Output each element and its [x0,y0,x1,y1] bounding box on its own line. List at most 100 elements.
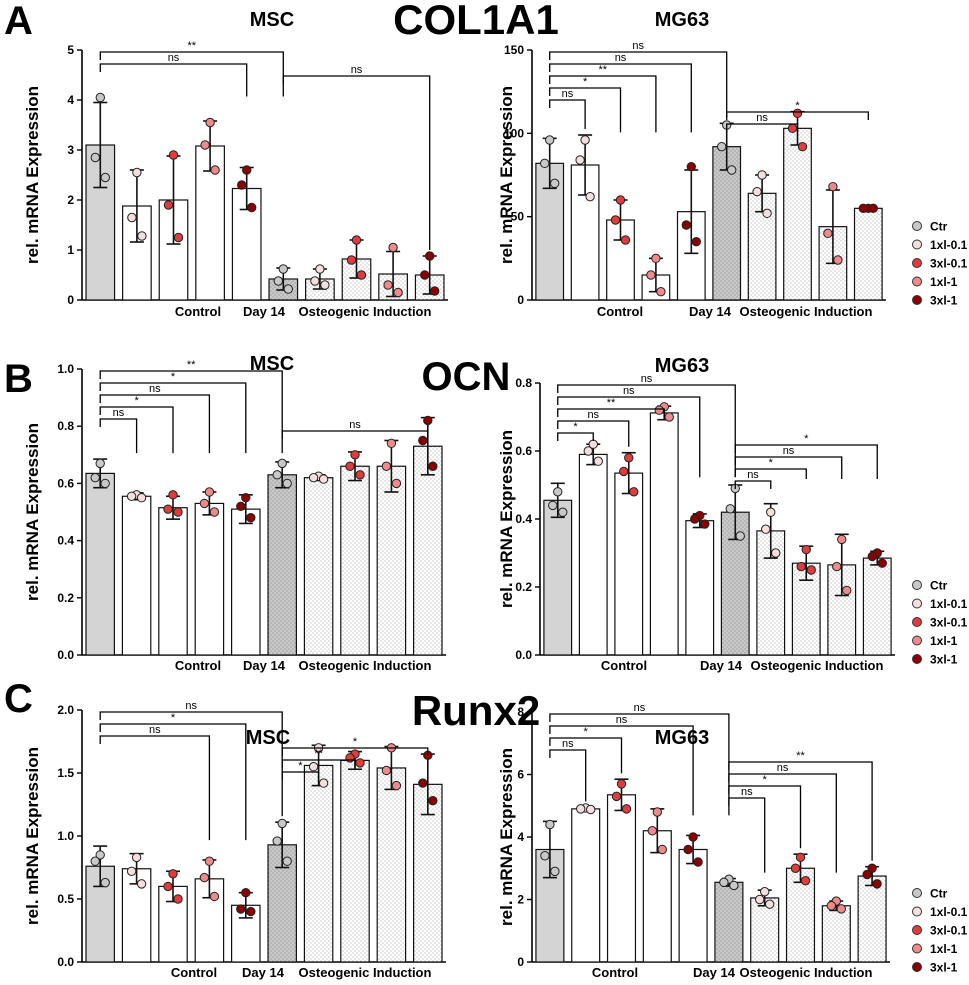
significance-bracket [549,749,587,802]
legend-label: 3xl-0.1 [930,924,968,938]
y-tick-label: 0 [517,293,524,307]
y-axis-label: rel. mRNA Expression [23,423,42,601]
legends-layer: Ctr 1xl-0.1 3xl-0.1 1xl-1 3xl-1 Ctr 1xl-0.1 3xl… [912,220,968,975]
legend-swatch [912,888,922,898]
group-label: Osteogenic Induction [740,965,873,980]
y-tick-label: 8 [517,705,524,719]
data-point [867,863,877,873]
data-point [345,753,355,763]
chart-col1a1-msc: MSC 0 1 2 3 4 5 rel. mRNA Expression ** ns ns Contr… [23,9,448,319]
data-point [795,852,806,863]
data-point [283,284,293,294]
data-point [610,215,621,225]
legend-swatch [912,239,922,250]
data-point [355,470,365,480]
significance-label: * [171,712,176,724]
data-point [576,804,586,814]
y-tick-label: 2 [517,893,524,907]
group-label: Control [597,304,643,319]
data-point [428,461,438,471]
data-point [683,844,693,855]
data-point [693,857,703,867]
significance-label: ns [615,52,627,64]
data-point [163,504,173,514]
data-point [388,242,398,253]
y-tick-label: 0.0 [57,648,74,662]
data-point [771,548,781,558]
y-tick-label: 0.0 [57,955,74,969]
data-point [681,220,691,230]
data-point [351,235,362,245]
data-point [420,270,430,280]
bar [376,465,407,656]
data-point [383,280,393,290]
legend-label: 1xl-1 [930,275,958,289]
data-point [688,832,698,842]
significance-label: ns [113,407,125,419]
data-point [126,866,137,876]
data-point [425,251,435,261]
data-point [550,866,560,877]
data-point [657,844,667,855]
data-point [621,804,632,814]
legend-swatch [912,943,922,954]
legend-swatch [912,580,922,590]
y-axis-label: rel. mRNA Expression [497,748,516,926]
data-point [100,172,111,183]
data-point [100,478,110,489]
data-point [200,140,210,150]
bar [862,557,892,656]
data-point [90,472,100,483]
data-point [318,474,329,484]
data-point [735,531,745,541]
data-point [418,435,428,446]
significance-label: ns [616,714,628,726]
data-point [346,255,357,265]
data-point [540,158,550,169]
bar [678,848,708,963]
data-point [391,478,402,489]
data-point [199,872,210,883]
data-point [393,287,403,298]
significance-bracket [728,785,802,849]
data-point [210,165,220,175]
bar [194,502,225,656]
data-point [95,458,105,469]
significance-label: ns [587,409,599,421]
data-point [629,487,639,497]
data-point [761,524,771,534]
significance-bracket [728,797,766,873]
data-point [173,507,183,517]
significance-bracket [549,63,692,133]
data-point [806,565,816,575]
significance-bracket [99,735,211,841]
data-point [826,901,836,911]
y-tick-label: 0.8 [57,419,74,433]
y-tick-label: 0.4 [57,534,74,548]
data-point [752,186,762,197]
significance-label: ** [796,750,805,762]
data-point [272,836,282,846]
data-point [163,200,174,210]
data-point [755,894,765,905]
data-point [205,117,215,128]
data-point [241,493,251,503]
data-point [168,869,178,879]
legend-swatch [912,617,922,627]
group-label: Control [175,304,221,319]
significance-label: ns [741,786,753,798]
legend: Ctr 1xl-0.1 3xl-0.1 1xl-1 3xl-1 [912,579,968,667]
significance-bracket [99,418,138,454]
y-tick-label: 3 [67,143,74,157]
bar [685,520,715,656]
data-point [308,472,319,483]
data-point [430,286,440,296]
y-tick-label: 0.0 [515,648,532,662]
legend: Ctr 1xl-0.1 3xl-0.1 1xl-1 3xl-1 [912,220,968,308]
data-point [273,276,283,286]
significance-label: ** [599,64,608,76]
legend-swatch [912,925,922,935]
significance-label: ns [149,383,161,395]
significance-label: ns [747,469,759,481]
